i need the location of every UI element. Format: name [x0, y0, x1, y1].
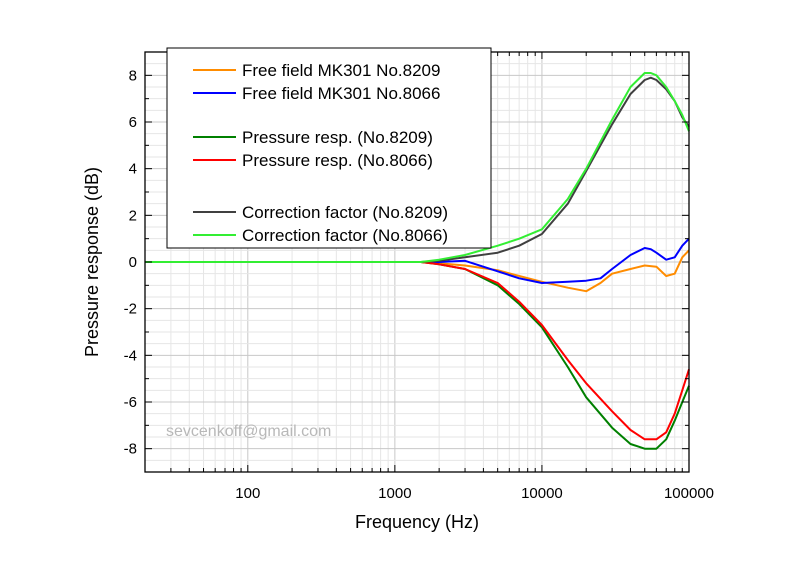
series-line-1	[145, 249, 690, 293]
y-tick-label: -8	[124, 441, 137, 458]
y-axis-title: Pressure response (dB)	[82, 167, 102, 357]
y-tick-label: -4	[124, 347, 137, 364]
x-tick-label: 100	[235, 485, 260, 502]
tick-labels: 100 1000 10000 100000 -8 -6 -4 -2 0 2 4 6 8	[124, 67, 714, 502]
series-line-4	[145, 261, 690, 441]
legend-label: Free field MK301 No.8066	[242, 84, 440, 103]
x-axis-title: Frequency (Hz)	[355, 512, 479, 532]
series-line-6	[145, 72, 690, 263]
x-tick-label: 100000	[664, 485, 714, 502]
watermark-text: sevcenkoff@gmail.com	[166, 423, 331, 440]
y-tick-label: 4	[129, 161, 137, 178]
legend-label: Free field MK301 No.8209	[242, 61, 440, 80]
legend: Free field MK301 No.8209 Free field MK301…	[166, 47, 492, 249]
x-tick-label: 10000	[521, 485, 563, 502]
x-tick-label: 1000	[378, 485, 411, 502]
legend-label: Pressure resp. (No.8209)	[242, 128, 433, 147]
y-tick-label: 2	[129, 207, 137, 224]
legend-label: Pressure resp. (No.8066)	[242, 151, 433, 170]
plot-series	[145, 72, 690, 450]
series-line-5	[145, 76, 690, 263]
legend-label: Correction factor (No.8066)	[242, 226, 448, 245]
y-tick-label: -2	[124, 301, 137, 318]
y-tick-label: 6	[129, 114, 137, 131]
legend-label: Correction factor (No.8209)	[242, 203, 448, 222]
series-line-2	[145, 238, 690, 284]
y-tick-label: -6	[124, 394, 137, 411]
y-tick-label: 8	[129, 67, 137, 84]
y-tick-label: 0	[129, 254, 137, 271]
legend-box	[166, 47, 492, 249]
